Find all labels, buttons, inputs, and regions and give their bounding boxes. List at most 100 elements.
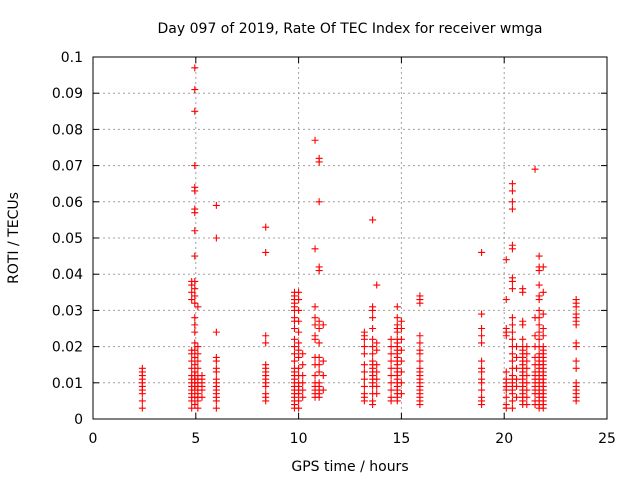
data-point — [508, 372, 516, 380]
data-point — [360, 328, 368, 336]
data-point — [508, 357, 516, 365]
data-point — [508, 328, 516, 336]
data-point — [478, 332, 486, 340]
data-point — [478, 393, 486, 401]
data-point — [513, 382, 521, 390]
data-point — [191, 321, 199, 329]
data-point — [387, 393, 395, 401]
data-points — [138, 64, 580, 412]
data-point — [535, 292, 543, 300]
data-point — [508, 397, 516, 405]
data-point — [360, 350, 368, 358]
y-tick-label: 0.04 — [52, 267, 83, 283]
data-point — [315, 361, 323, 369]
data-point — [188, 288, 196, 296]
data-point — [191, 353, 199, 361]
y-tick-label: 0.03 — [52, 303, 83, 319]
data-point — [531, 165, 539, 173]
data-point — [502, 401, 510, 409]
data-point — [373, 281, 381, 289]
data-point — [397, 335, 405, 343]
data-point — [138, 404, 146, 412]
data-point — [360, 343, 368, 351]
data-point — [387, 364, 395, 372]
data-point — [513, 343, 521, 351]
y-tick-label: 0.07 — [52, 159, 83, 175]
data-point — [478, 248, 486, 256]
data-point — [198, 372, 206, 380]
data-point — [387, 372, 395, 380]
data-point — [191, 368, 199, 376]
data-point — [319, 357, 327, 365]
data-point — [315, 339, 323, 347]
data-point — [295, 339, 303, 347]
data-point — [191, 292, 199, 300]
data-point — [138, 397, 146, 405]
data-point — [299, 361, 307, 369]
data-point — [369, 357, 377, 365]
data-point — [513, 353, 521, 361]
data-point — [397, 357, 405, 365]
data-point — [387, 343, 395, 351]
y-tick-label: 0.09 — [52, 86, 83, 102]
data-point — [369, 335, 377, 343]
data-point — [478, 339, 486, 347]
data-point — [311, 372, 319, 380]
data-point — [212, 201, 220, 209]
data-point — [508, 180, 516, 188]
data-point — [191, 86, 199, 94]
data-point — [315, 263, 323, 271]
data-point — [387, 350, 395, 358]
data-point — [393, 314, 401, 322]
data-point — [539, 288, 547, 296]
data-point — [191, 339, 199, 347]
data-point — [572, 296, 580, 304]
data-point — [508, 285, 516, 293]
data-point — [478, 325, 486, 332]
data-point — [212, 404, 220, 412]
data-point — [194, 350, 202, 358]
data-point — [360, 361, 368, 369]
data-point — [295, 288, 303, 296]
data-point — [369, 397, 377, 405]
data-point — [295, 346, 303, 354]
data-point — [299, 386, 307, 394]
data-point — [311, 303, 319, 311]
data-point — [191, 361, 199, 369]
data-point — [508, 404, 516, 412]
data-point — [191, 183, 199, 191]
data-point — [519, 335, 527, 343]
data-point — [315, 317, 323, 325]
data-point — [535, 335, 543, 343]
data-point — [513, 364, 521, 372]
data-point — [138, 364, 146, 372]
data-point — [373, 368, 381, 376]
x-tick-labels: 0 5 10 15 20 25 — [89, 431, 616, 447]
data-point — [191, 227, 199, 235]
data-point — [191, 205, 199, 213]
data-point — [299, 393, 307, 401]
data-point — [502, 256, 510, 264]
data-point — [299, 350, 307, 358]
data-point — [373, 361, 381, 369]
data-point — [360, 368, 368, 376]
data-point — [535, 306, 543, 314]
data-point — [315, 198, 323, 206]
data-point — [191, 162, 199, 170]
data-point — [523, 357, 531, 365]
data-point — [319, 386, 327, 394]
y-tick-label: 0.06 — [52, 195, 83, 211]
data-point — [539, 310, 547, 318]
data-point — [212, 328, 220, 336]
data-point — [191, 299, 199, 307]
data-point — [191, 314, 199, 322]
data-point — [315, 353, 323, 361]
data-point — [416, 339, 424, 347]
data-point — [539, 263, 547, 271]
x-tick-label: 15 — [392, 431, 410, 447]
y-tick-label: 0.01 — [52, 376, 83, 392]
data-point — [416, 364, 424, 372]
y-tick-label: 0.08 — [52, 122, 83, 138]
